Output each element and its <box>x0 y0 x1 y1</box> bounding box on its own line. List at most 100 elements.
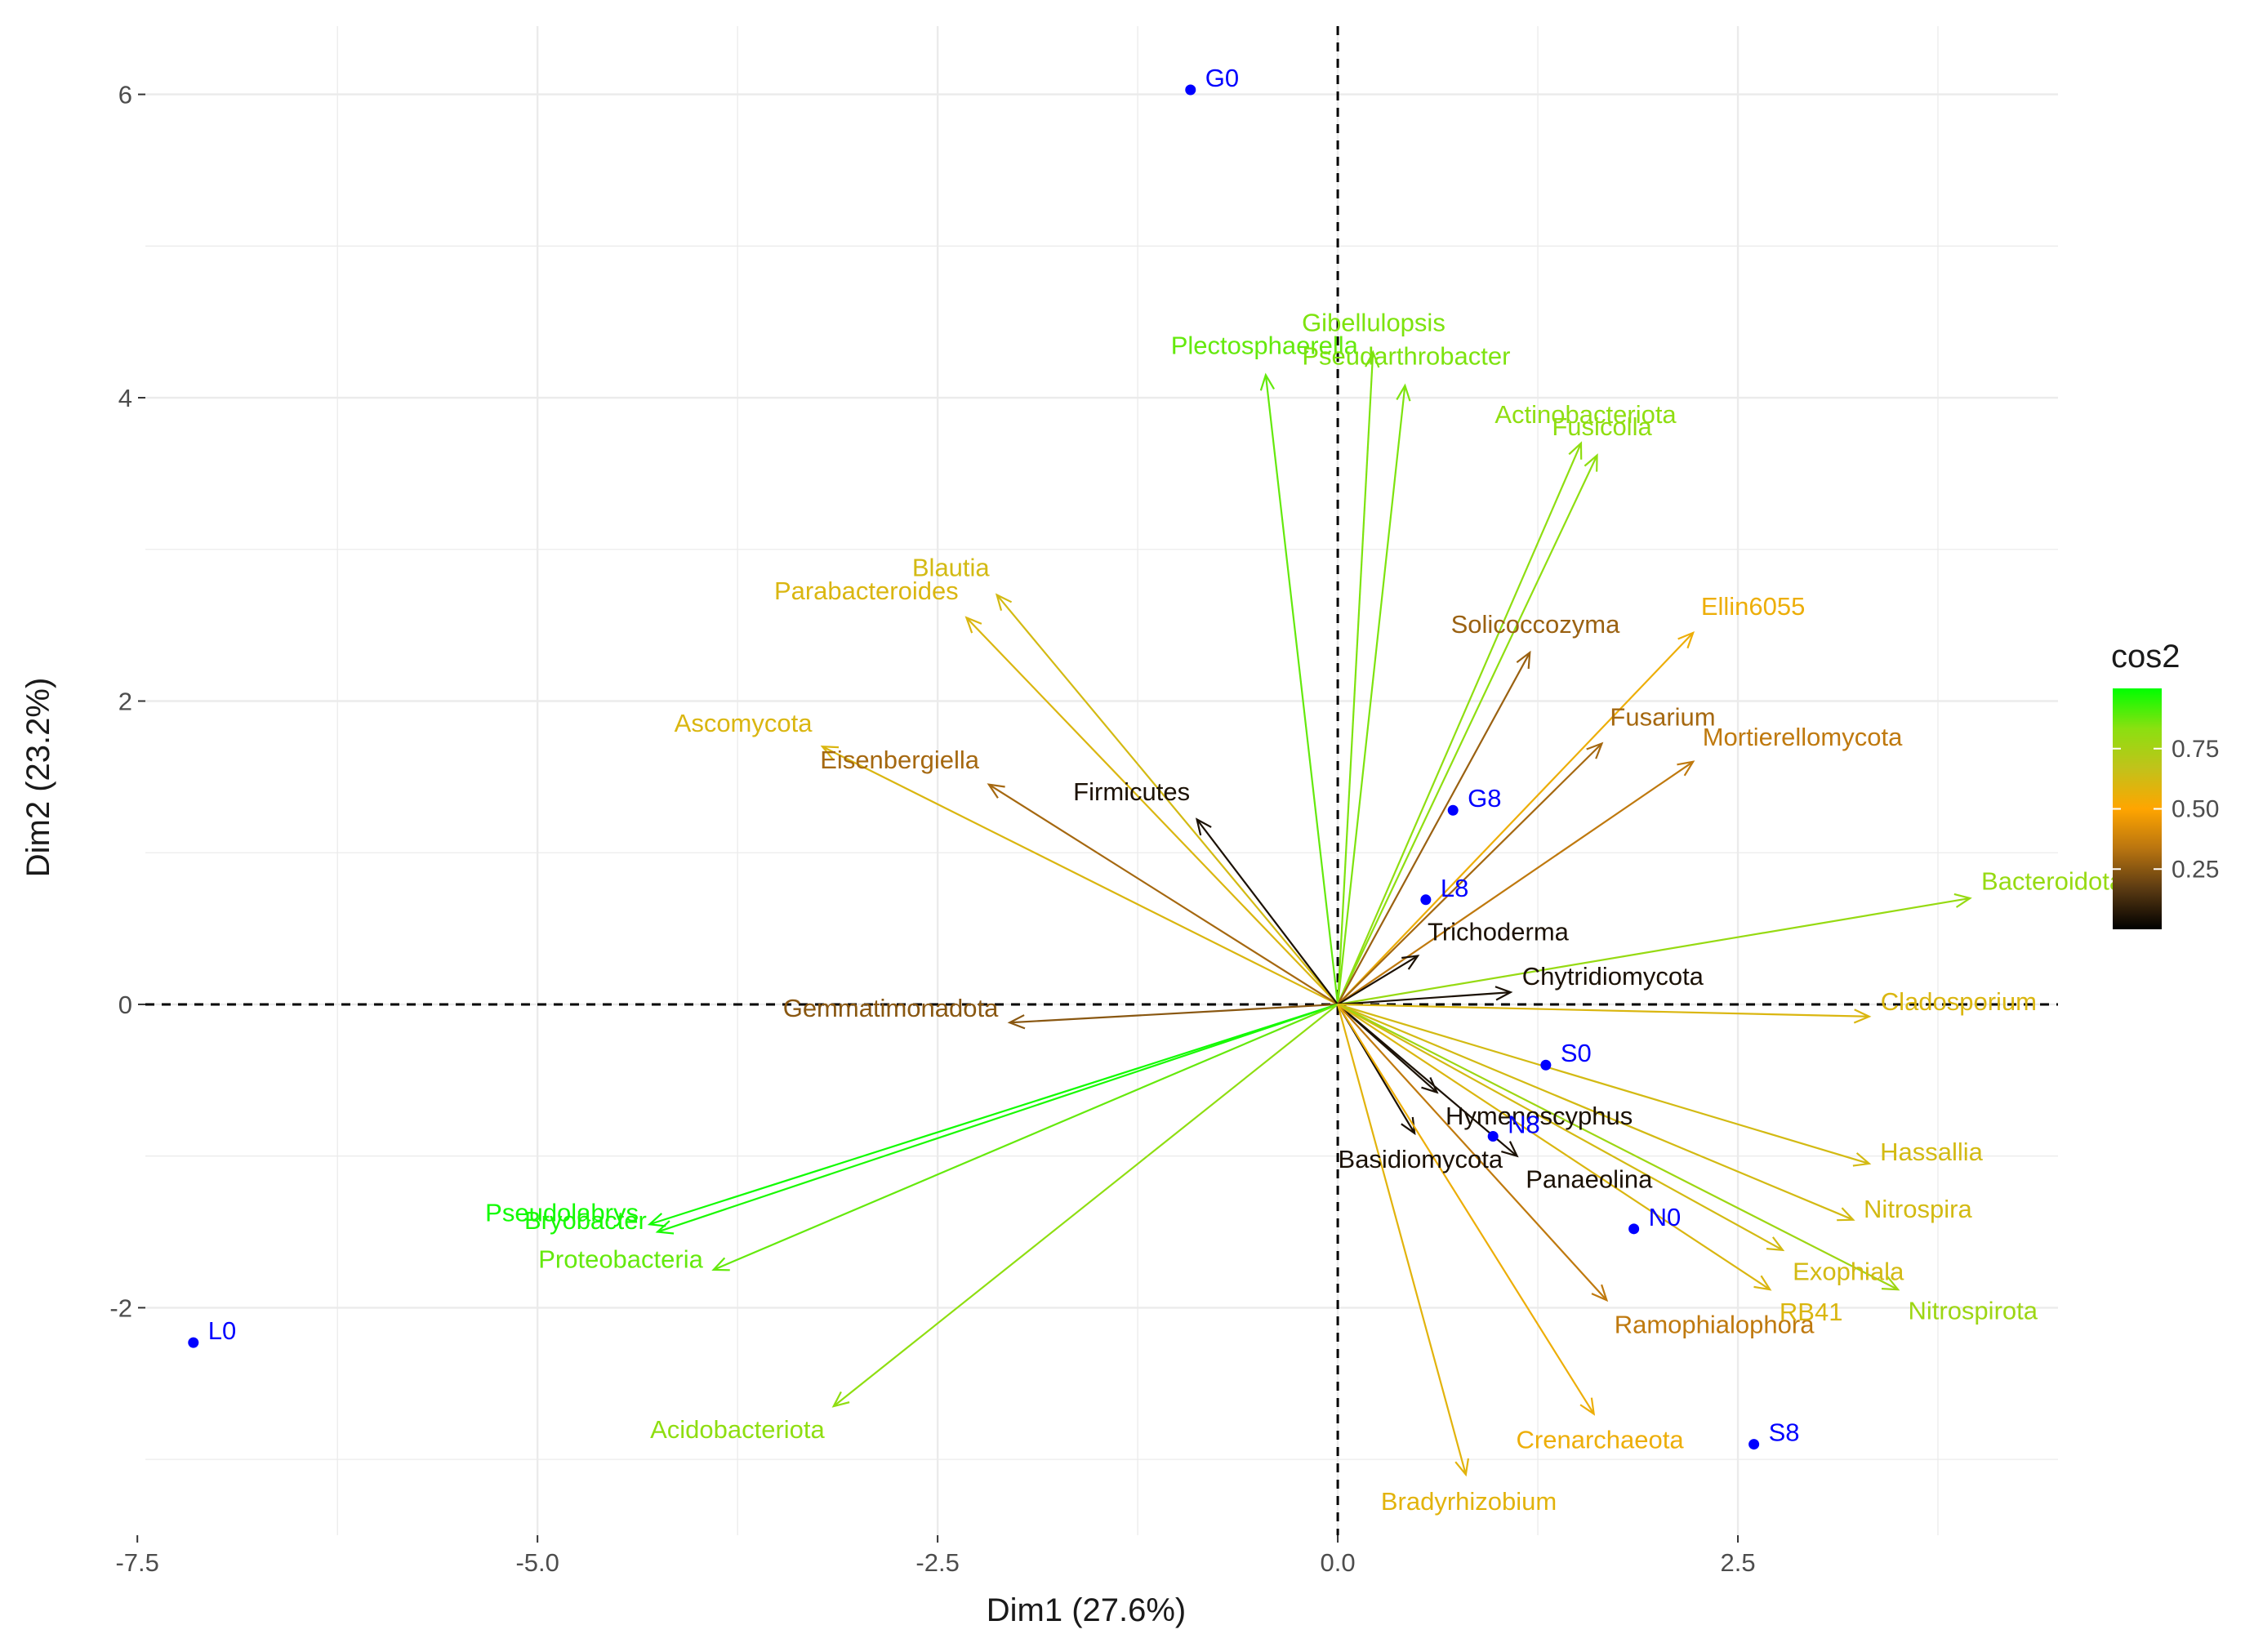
variable-arrow-actinobacteriota <box>1337 441 1583 1005</box>
arrow-shaft <box>1336 352 1374 1005</box>
arrow-shaft <box>1337 991 1511 1006</box>
arrow-head <box>1516 650 1531 670</box>
arrow-head <box>1401 955 1420 970</box>
variable-arrow-crenarchaeota <box>1337 1004 1596 1416</box>
arrow-shaft <box>1337 1003 1784 1251</box>
variable-label-firmicutes: Firmicutes <box>1073 777 1190 806</box>
x-tick-label: 2.5 <box>1720 1548 1755 1577</box>
variable-label-hymenoscyphus: Hymenoscyphus <box>1446 1102 1633 1130</box>
variable-arrow-panaeolina <box>1337 1004 1519 1158</box>
arrow-head <box>1007 1014 1026 1030</box>
arrow-head <box>831 1391 850 1408</box>
variable-label-acidobacteriota: Acidobacteriota <box>650 1415 825 1444</box>
arrow-shaft <box>649 1003 1339 1226</box>
variable-arrow-parabacteroides <box>964 616 1339 1005</box>
arrow-shaft <box>1337 1003 1854 1221</box>
cos2-legend: cos2 0.25 0.50 0.75 <box>2111 639 2219 929</box>
variable-label-proteobacteria: Proteobacteria <box>538 1245 703 1273</box>
arrow-head <box>1677 630 1695 649</box>
arrow-head <box>1421 1077 1439 1094</box>
y-axis-title: Dim2 (23.2%) <box>20 678 56 878</box>
arrow-head <box>1259 372 1276 391</box>
legend-tick-label: 0.75 <box>2172 736 2219 763</box>
arrow-shaft <box>1336 385 1406 1005</box>
arrow-head <box>820 746 840 760</box>
variable-label-actinobacteriota: Actinobacteriota <box>1494 400 1677 429</box>
variable-label-bacteroidota: Bacteroidota <box>1981 867 2124 896</box>
y-tick-label: 6 <box>118 81 132 109</box>
reference-lines <box>145 26 2058 1535</box>
variable-arrow-proteobacteria <box>711 1003 1339 1271</box>
arrow-head <box>1584 453 1598 472</box>
arrow-head <box>655 1220 675 1235</box>
arrow-shaft <box>1337 1004 1608 1301</box>
arrow-head <box>1837 1207 1855 1222</box>
variable-label-chytridiomycota: Chytridiomycota <box>1522 962 1704 991</box>
individual-label-l0: L0 <box>208 1316 236 1345</box>
variable-arrow-bradyrhizobium <box>1337 1004 1470 1477</box>
variable-label-ramophialophora: Ramophialophora <box>1615 1310 1815 1338</box>
variable-arrow-ramophialophora <box>1337 1004 1609 1302</box>
arrow-shaft <box>657 1003 1339 1233</box>
variable-arrow-bryobacter <box>655 1003 1339 1235</box>
variable-label-basidiomycota: Basidiomycota <box>1339 1145 1503 1173</box>
arrow-shaft <box>1337 1004 1771 1291</box>
arrow-head <box>1586 741 1604 759</box>
individual-point-l8 <box>1420 894 1432 906</box>
variable-arrow-blautia <box>995 593 1339 1005</box>
individual-point-g0 <box>1185 84 1196 96</box>
arrow-head <box>964 616 982 634</box>
variable-arrow-pseudarthrobacter <box>1336 383 1411 1005</box>
individual-label-n8: N8 <box>1508 1111 1540 1139</box>
individual-label-l8: L8 <box>1441 874 1468 902</box>
variable-arrow-gemmatimonadota <box>1007 1003 1339 1030</box>
variable-label-parabacteroides: Parabacteroides <box>774 577 959 605</box>
individual-label-n0: N0 <box>1649 1203 1682 1231</box>
arrow-head <box>987 783 1005 799</box>
arrow-head <box>1591 1284 1609 1302</box>
variable-label-exophiala: Exophiala <box>1793 1258 1904 1286</box>
variable-arrow-solicoccozyma <box>1337 650 1531 1005</box>
individual-labels: G0 L0 G8 L8 S0 N8 N0 S8 <box>208 64 1800 1447</box>
arrow-head <box>995 593 1013 612</box>
variable-arrow-chytridiomycota <box>1337 986 1513 1006</box>
variable-label-pseudolabrys: Pseudolabrys <box>485 1199 639 1227</box>
arrow-head <box>1881 1276 1900 1291</box>
axes: Dim1 (27.6%) Dim2 (23.2%) -7.5 -5.0 -2.5 0.… <box>20 81 1756 1628</box>
arrow-shaft <box>1338 1003 1869 1017</box>
variable-arrow-pseudolabrys <box>647 1003 1339 1227</box>
arrow-shaft <box>1337 652 1531 1005</box>
variable-arrow-ellin6055 <box>1337 630 1695 1005</box>
individual-points <box>188 84 1760 1450</box>
variable-arrow-mortierellomycota <box>1337 760 1695 1005</box>
arrow-shaft <box>1337 897 1971 1006</box>
variable-arrow-rb41 <box>1337 1004 1772 1291</box>
arrow-head <box>1501 1141 1519 1158</box>
individual-point-n0 <box>1628 1223 1640 1235</box>
variable-arrow-bacteroidota <box>1337 893 1972 1006</box>
arrow-head <box>1853 1009 1872 1024</box>
arrow-shaft <box>1337 1003 1870 1165</box>
variable-arrow-cladosporium <box>1338 1003 1872 1024</box>
variable-arrows <box>647 350 1972 1477</box>
variable-label-blautia: Blautia <box>912 554 991 582</box>
arrow-head <box>1401 1116 1416 1136</box>
arrow-shaft <box>996 594 1339 1005</box>
variable-arrow-hassallia <box>1337 1003 1872 1167</box>
variable-label-fusicolla: Fusicolla <box>1552 412 1652 441</box>
individual-point-n8 <box>1487 1131 1499 1142</box>
variable-label-ascomycota: Ascomycota <box>675 709 813 737</box>
x-axis-title: Dim1 (27.6%) <box>987 1592 1187 1628</box>
variable-label-fusarium: Fusarium <box>1610 703 1715 732</box>
variable-label-solicoccozyma: Solicoccozyma <box>1451 610 1620 639</box>
variable-label-ellin6055: Ellin6055 <box>1701 592 1806 621</box>
variable-arrow-nitrospirota <box>1337 1003 1900 1291</box>
variable-arrow-trichoderma <box>1337 955 1420 1005</box>
arrow-head <box>1365 350 1380 368</box>
y-tick-label: 2 <box>118 687 132 715</box>
variable-label-crenarchaeota: Crenarchaeota <box>1517 1425 1685 1454</box>
x-tick-label: -2.5 <box>915 1548 959 1577</box>
y-tick-label: -2 <box>109 1294 132 1322</box>
variable-arrow-plectosphaerella <box>1259 372 1339 1005</box>
y-tick-label: 0 <box>118 991 132 1019</box>
